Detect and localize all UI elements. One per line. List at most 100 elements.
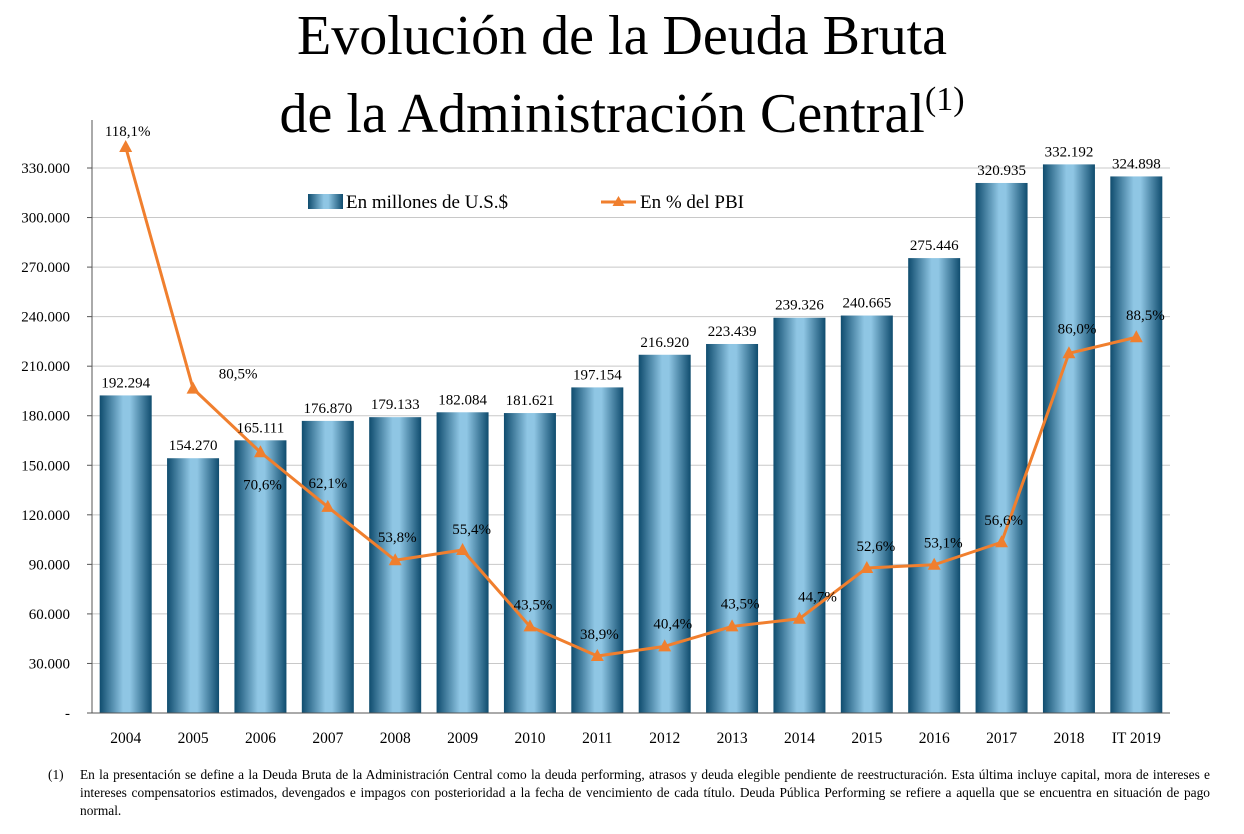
y-tick-label: 30.000: [29, 656, 70, 672]
x-tick-label: 2010: [514, 730, 545, 747]
y-tick-label: 240.000: [21, 310, 70, 326]
line-value-label: 43,5%: [514, 597, 553, 613]
x-tick-label: 2009: [447, 730, 478, 747]
bar: [706, 343, 759, 713]
legend-swatch-marker: [612, 196, 625, 206]
line-point-marker: [1129, 330, 1143, 343]
y-tick-label: 60.000: [29, 607, 70, 623]
debt-chart: - 30.000 60.000 90.000 120.000 150.000 180.000…: [21, 120, 1170, 747]
bar: [234, 440, 287, 713]
line-point-marker: [321, 499, 335, 512]
x-tick-label: 2015: [851, 730, 882, 747]
bar-value-label: 179.133: [371, 397, 420, 413]
legend: En millones de U.S.$ En % del PBI: [308, 192, 744, 213]
line-point-marker: [119, 140, 133, 152]
line-point-marker: [860, 560, 874, 573]
bar: [840, 315, 893, 713]
title-footnote-marker: (1): [924, 81, 965, 118]
x-tick-label: 2017: [986, 730, 1017, 747]
bar-value-label: 332.192: [1045, 144, 1094, 160]
chart-title-line-2: de la Administración Central(1): [0, 70, 1244, 144]
bar-value-label: 223.439: [708, 324, 757, 340]
line-value-label: 40,4%: [653, 616, 692, 632]
bar: [1042, 164, 1095, 713]
bar: [638, 354, 691, 713]
bar-value-label: 182.084: [438, 392, 487, 408]
bar-value-label: 176.870: [303, 401, 352, 417]
line-value-label: 53,1%: [924, 536, 963, 552]
line-point-marker: [253, 445, 267, 458]
y-tick-label: 330.000: [21, 161, 70, 177]
x-tick-label: 2018: [1053, 730, 1084, 747]
y-tick-label: 180.000: [21, 409, 70, 425]
footnote-text: En la presentación se define a la Deuda …: [80, 767, 1210, 818]
line-point-marker: [186, 381, 200, 394]
bar: [167, 458, 220, 713]
bar: [571, 387, 624, 713]
line-point-marker: [590, 649, 604, 661]
y-tick-label: 120.000: [21, 508, 70, 524]
y-tick-label: -: [65, 706, 70, 722]
line-value-label: 62,1%: [308, 476, 347, 492]
x-tick-label: 2008: [380, 730, 411, 747]
bar: [301, 420, 354, 713]
line-point-marker: [658, 639, 672, 652]
footnote-number: (1): [48, 767, 64, 782]
x-tick-label: 2006: [245, 730, 276, 747]
line-value-label: 53,8%: [378, 530, 417, 546]
bar: [773, 317, 826, 713]
y-tick-label: 90.000: [29, 557, 70, 573]
x-tick-label: 2005: [178, 730, 209, 747]
bar-value-label: 239.326: [775, 298, 824, 314]
line-point-marker: [1062, 346, 1076, 359]
line-value-label: 56,6%: [984, 513, 1023, 529]
line-series: [119, 140, 1143, 661]
x-tick-label: 2007: [312, 730, 343, 747]
bar-value-label: 324.898: [1112, 156, 1161, 172]
title-text-1: Evolución de la Deuda Bruta: [296, 5, 947, 67]
pbi-line: [124, 146, 1137, 658]
line-value-label: 55,4%: [452, 522, 491, 538]
line-point-marker: [523, 619, 537, 632]
line-point-marker: [456, 542, 470, 555]
bar-value-label: 192.294: [101, 375, 150, 391]
line-value-label: 118,1%: [105, 124, 151, 140]
x-tick-label: 2013: [717, 730, 748, 747]
bar-value-label: 216.920: [640, 335, 689, 351]
line-value-label: 44,7%: [798, 590, 837, 606]
y-tick-label: 210.000: [21, 359, 70, 375]
line-value-label: 88,5%: [1126, 308, 1165, 324]
y-tick-label: 300.000: [21, 211, 70, 227]
bar: [908, 258, 961, 713]
data-labels: 192.294 154.270 165.111 176.870 179.133 182.0…: [101, 124, 1164, 643]
line-point-marker: [388, 553, 402, 566]
bar: [975, 182, 1028, 714]
title-text-2: de la Administración Central: [279, 83, 925, 145]
bar-value-label: 165.111: [237, 420, 285, 436]
x-tick-label: 2004: [110, 730, 141, 747]
line-point-marker: [927, 557, 941, 570]
x-tick-label: 2011: [582, 730, 612, 747]
bar-value-label: 275.446: [910, 238, 959, 254]
bar-value-label: 320.935: [977, 163, 1026, 179]
y-tick-label: 270.000: [21, 260, 70, 276]
x-tick-label: 2016: [919, 730, 950, 747]
bar-series: [99, 164, 1163, 714]
x-tick-label: IT 2019: [1112, 730, 1161, 747]
bar-value-label: 181.621: [506, 393, 555, 409]
x-tick-label: 2012: [649, 730, 680, 747]
bar-value-label: 154.270: [169, 438, 218, 454]
x-tick-label: 2014: [784, 730, 815, 747]
chart-title-line-1: Evolución de la Deuda Bruta: [0, 6, 1244, 66]
axes: - 30.000 60.000 90.000 120.000 150.000 180.000…: [21, 120, 1170, 747]
bar-value-label: 197.154: [573, 367, 622, 383]
bar: [1110, 176, 1163, 713]
bar: [99, 395, 152, 713]
legend-label-line: En % del PBI: [640, 192, 744, 213]
bar: [436, 412, 489, 713]
line-value-label: 43,5%: [721, 596, 760, 612]
y-tick-label: 150.000: [21, 458, 70, 474]
line-value-label: 86,0%: [1058, 321, 1097, 337]
line-point-marker: [995, 535, 1009, 548]
legend-label-bars: En millones de U.S.$: [346, 192, 508, 213]
